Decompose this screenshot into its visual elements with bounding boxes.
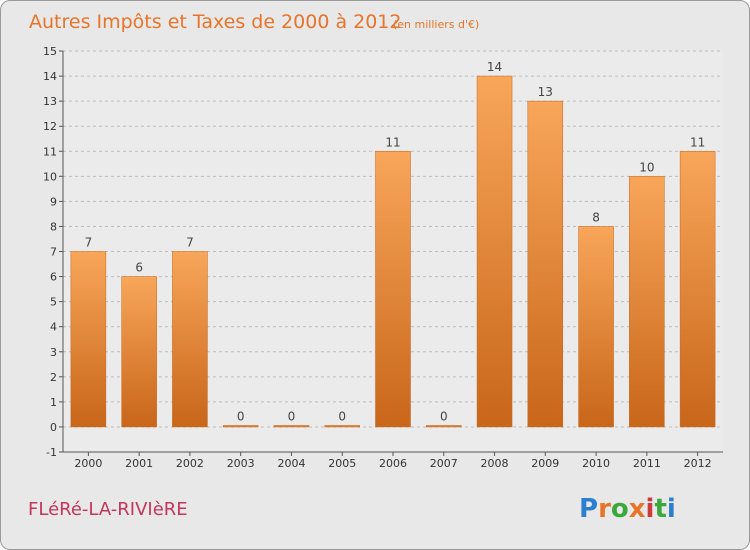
x-tick-label: 2010 — [582, 457, 610, 470]
y-tick-label: 4 — [50, 321, 57, 334]
value-label-2011: 10 — [639, 160, 654, 174]
y-tick-label: 15 — [43, 45, 57, 58]
chart-title: Autres Impôts et Taxes de 2000 à 2012 — [29, 11, 402, 33]
x-tick-label: 2012 — [684, 457, 712, 470]
y-tick-label: 6 — [50, 271, 57, 284]
logo-letter: i — [667, 494, 676, 524]
bar-2007 — [426, 425, 462, 428]
value-label-2010: 8 — [592, 210, 600, 224]
y-tick-label: 8 — [50, 220, 57, 233]
y-tick-label: 13 — [43, 95, 57, 108]
value-label-2001: 6 — [135, 261, 143, 275]
x-tick-label: 2003 — [227, 457, 255, 470]
x-tick-label: 2007 — [430, 457, 458, 470]
y-tick-label: 14 — [43, 70, 57, 83]
x-tick-label: 2011 — [633, 457, 661, 470]
value-label-2005: 0 — [338, 409, 346, 423]
y-tick-label: 5 — [50, 296, 57, 309]
y-tick-label: 3 — [50, 346, 57, 359]
value-label-2009: 13 — [538, 85, 553, 99]
logo-letter: o — [611, 494, 629, 524]
x-tick-label: 2006 — [379, 457, 407, 470]
value-label-2006: 11 — [385, 135, 400, 149]
value-label-2007: 0 — [440, 409, 448, 423]
y-tick-label: 12 — [43, 120, 57, 133]
y-tick-label: 0 — [50, 421, 57, 434]
logo-letter: r — [598, 494, 611, 524]
x-tick-label: 2000 — [74, 457, 102, 470]
bar-2003 — [222, 425, 259, 428]
logo-letter: P — [579, 494, 598, 524]
x-tick-label: 2009 — [531, 457, 559, 470]
proxiti-logo: Proxiti — [579, 494, 676, 524]
bar-2001 — [121, 276, 157, 428]
bar-2008 — [476, 75, 513, 428]
bar-2012 — [679, 151, 716, 428]
bar-2010 — [578, 226, 614, 428]
y-tick-label: 10 — [43, 170, 57, 183]
x-tick-label: 2004 — [277, 457, 305, 470]
chart-unit: (en milliers d'€) — [393, 18, 479, 31]
bar-2005 — [324, 425, 360, 428]
bar-2009 — [527, 100, 564, 428]
y-tick-label: 9 — [50, 195, 57, 208]
y-tick-label: -1 — [46, 446, 57, 459]
logo-letter: x — [629, 494, 646, 524]
bar-2000 — [70, 251, 107, 428]
value-label-2003: 0 — [237, 409, 245, 423]
bar-2006 — [375, 151, 411, 428]
logo-letter: t — [654, 494, 666, 524]
value-label-2004: 0 — [288, 409, 296, 423]
bar-2004 — [273, 425, 310, 428]
y-tick-label: 11 — [43, 145, 57, 158]
y-tick-label: 7 — [50, 246, 57, 259]
x-tick-label: 2005 — [328, 457, 356, 470]
x-tick-label: 2008 — [481, 457, 509, 470]
y-tick-label: 1 — [50, 396, 57, 409]
bar-2002 — [172, 251, 208, 428]
value-label-2000: 7 — [85, 236, 93, 250]
x-tick-label: 2001 — [125, 457, 153, 470]
logo-letter: i — [646, 494, 655, 524]
bar-2011 — [629, 176, 665, 428]
value-label-2002: 7 — [186, 236, 194, 250]
value-label-2012: 11 — [690, 135, 705, 149]
bar-layer: 7 6 7 0 0 0 11 0 14 13 8 10 11 — [70, 60, 716, 428]
value-label-2008: 14 — [487, 60, 502, 74]
x-tick-label: 2002 — [176, 457, 204, 470]
commune-name: FLéRé-LA-RIVIèRE — [28, 499, 188, 520]
y-tick-label: 2 — [50, 371, 57, 384]
